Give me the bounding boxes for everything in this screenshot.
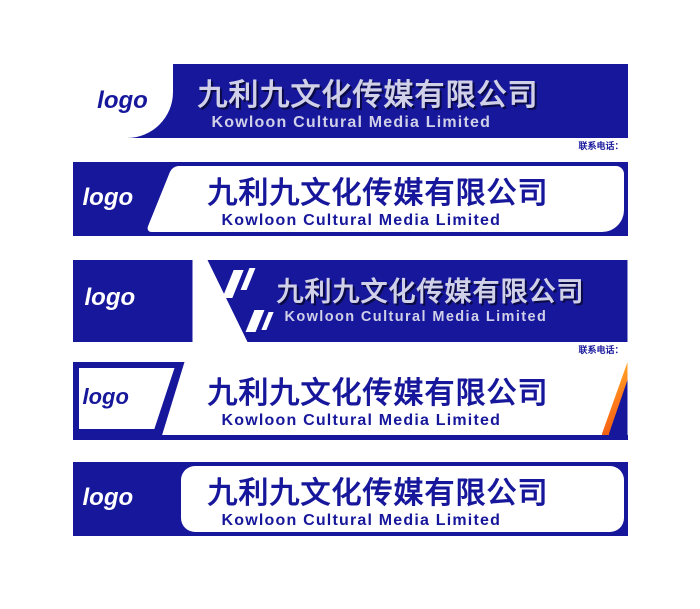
title-block: 九利九文化传媒有限公司 Kowloon Cultural Media Limit… (198, 70, 539, 132)
signage-banner-5: logo 九利九文化传媒有限公司 Kowloon Cultural Media … (73, 462, 628, 536)
stage: logo 九利九文化传媒有限公司 Kowloon Cultural Media … (0, 0, 700, 609)
title-block: 九利九文化传媒有限公司 Kowloon Cultural Media Limit… (208, 168, 549, 230)
company-name-cn: 九利九文化传媒有限公司 (208, 468, 549, 512)
signage-banner-2: logo 九利九文化传媒有限公司 Kowloon Cultural Media … (73, 162, 628, 236)
signage-banner-3: logo 九利九文化传媒有限公司 Kowloon Cultural Media … (73, 260, 628, 342)
title-block: 九利九文化传媒有限公司 Kowloon Cultural Media Limit… (208, 468, 549, 530)
company-name-cn: 九利九文化传媒有限公司 (208, 368, 549, 412)
company-name-en: Kowloon Cultural Media Limited (212, 114, 539, 132)
company-name-cn: 九利九文化传媒有限公司 (208, 168, 549, 212)
title-block: 九利九文化传媒有限公司 Kowloon Cultural Media Limit… (208, 368, 549, 430)
logo-text: logo (97, 87, 148, 115)
logo-text: logo (83, 384, 129, 410)
logo-text: logo (85, 284, 136, 312)
contact-label: 联系电话： (578, 343, 623, 356)
company-name-cn: 九利九文化传媒有限公司 (198, 70, 539, 114)
company-name-en: Kowloon Cultural Media Limited (222, 212, 549, 230)
company-name-en: Kowloon Cultural Media Limited (222, 412, 549, 430)
company-name-cn: 九利九文化传媒有限公司 (277, 270, 585, 309)
logo-container: logo (73, 64, 173, 138)
signage-banner-1: logo 九利九文化传媒有限公司 Kowloon Cultural Media … (73, 64, 628, 138)
signage-banner-4: logo 九利九文化传媒有限公司 Kowloon Cultural Media … (73, 362, 628, 440)
logo-text: logo (83, 484, 134, 512)
title-block: 九利九文化传媒有限公司 Kowloon Cultural Media Limit… (277, 270, 585, 325)
corner-accent-icon (602, 362, 628, 435)
logo-text: logo (83, 184, 134, 212)
company-name-en: Kowloon Cultural Media Limited (222, 512, 549, 530)
contact-label: 联系电话： (578, 139, 623, 152)
company-name-en: Kowloon Cultural Media Limited (285, 309, 585, 325)
